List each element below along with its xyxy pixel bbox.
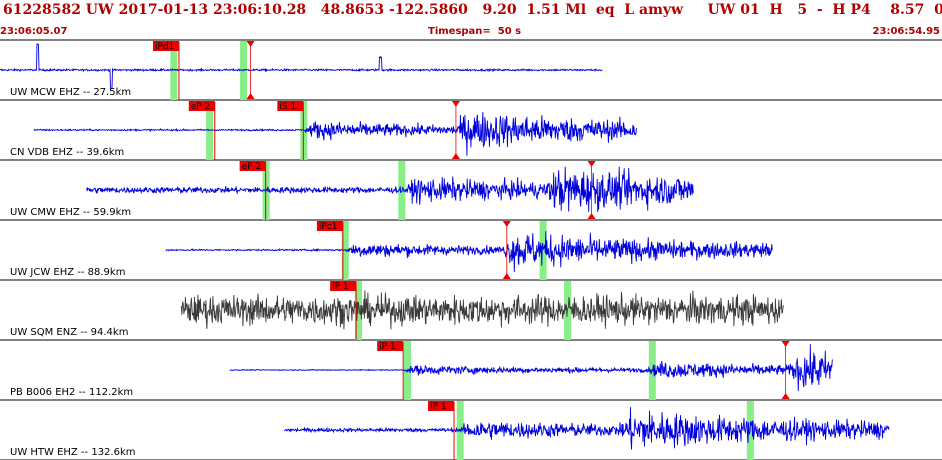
channel-label: UW CMW EHZ -- 59.9km (10, 207, 131, 218)
pick-band (170, 41, 178, 100)
channel-label: UW JCW EHZ -- 88.9km (10, 267, 125, 278)
pick-label: iPd1 (155, 42, 174, 52)
channel-label: UW MCW EHZ -- 27.5km (10, 87, 131, 98)
pick-flag[interactable] (239, 161, 266, 171)
pick-label: iS 1 (279, 102, 296, 112)
channel-row[interactable]: iP 1 UW HTW EHZ -- 132.6km (0, 401, 942, 460)
pick-flag[interactable] (277, 101, 304, 111)
pick-flag[interactable] (428, 401, 455, 411)
pick-label: iP 1 (379, 342, 396, 352)
channel-row[interactable]: iP 1 UW SQM ENZ -- 94.4km (0, 281, 942, 341)
arrival-marker-bottom-icon (587, 213, 596, 219)
pick-label: eP 2 (242, 162, 262, 172)
arrival-marker-bottom-icon (451, 153, 460, 159)
waveform-trace[interactable] (33, 111, 637, 156)
pick-flag[interactable] (330, 281, 357, 291)
pick-flag[interactable] (377, 341, 404, 351)
waveform-trace[interactable] (229, 343, 833, 392)
pick-band (456, 401, 464, 460)
header-panel: 61228582 UW 2017-01-13 23:06:10.28 48.86… (0, 0, 942, 40)
waveform-trace[interactable] (284, 407, 890, 450)
channel-label: UW SQM ENZ -- 94.4km (10, 327, 128, 338)
channel-label: CN VDB EHZ -- 39.6km (10, 147, 124, 158)
arrival-marker-top-icon (246, 41, 255, 47)
channel-label: UW HTW EHZ -- 132.6km (10, 447, 136, 458)
arrival-marker-top-icon (781, 341, 790, 347)
arrival-marker-top-icon (502, 221, 511, 227)
waveform-trace[interactable] (180, 290, 784, 330)
arrival-marker-top-icon (587, 161, 596, 167)
pick-flag[interactable] (152, 41, 179, 51)
channel-row[interactable]: iPc1 UW JCW EHZ -- 88.9km (0, 221, 942, 281)
pick-band (539, 221, 547, 280)
event-summary-line: 61228582 UW 2017-01-13 23:06:10.28 48.86… (3, 2, 942, 18)
arrival-marker-bottom-icon (502, 273, 511, 279)
pick-flag[interactable] (316, 221, 343, 231)
pick-label: eP 2 (191, 102, 211, 112)
start-time-label: 23:06:05.07 (0, 26, 68, 37)
channel-row[interactable]: iP 1 PB B006 EH2 -- 112.2km (0, 341, 942, 401)
pick-label: iPc1 (319, 222, 338, 232)
channel-row[interactable]: eP 2 UW CMW EHZ -- 59.9km (0, 161, 942, 221)
pick-flag[interactable] (188, 101, 215, 111)
timespan-label: Timespan= 50 s (428, 26, 522, 37)
end-time-label: 23:06:54.95 (872, 26, 940, 37)
arrival-marker-bottom-icon (781, 393, 790, 399)
waveform-trace[interactable] (0, 43, 603, 91)
pick-label: iP 1 (430, 402, 447, 412)
channel-label: PB B006 EH2 -- 112.2km (10, 387, 133, 398)
channel-row[interactable]: iPd1 UW MCW EHZ -- 27.5km (0, 41, 942, 101)
channel-row[interactable]: eP 2 iS 1 CN VDB EHZ -- 39.6km (0, 101, 942, 161)
waveform-trace[interactable] (86, 166, 694, 213)
waveform-trace[interactable] (165, 231, 773, 273)
arrival-marker-bottom-icon (246, 93, 255, 99)
pick-label: iP 1 (332, 282, 349, 292)
arrival-marker-top-icon (451, 101, 460, 107)
